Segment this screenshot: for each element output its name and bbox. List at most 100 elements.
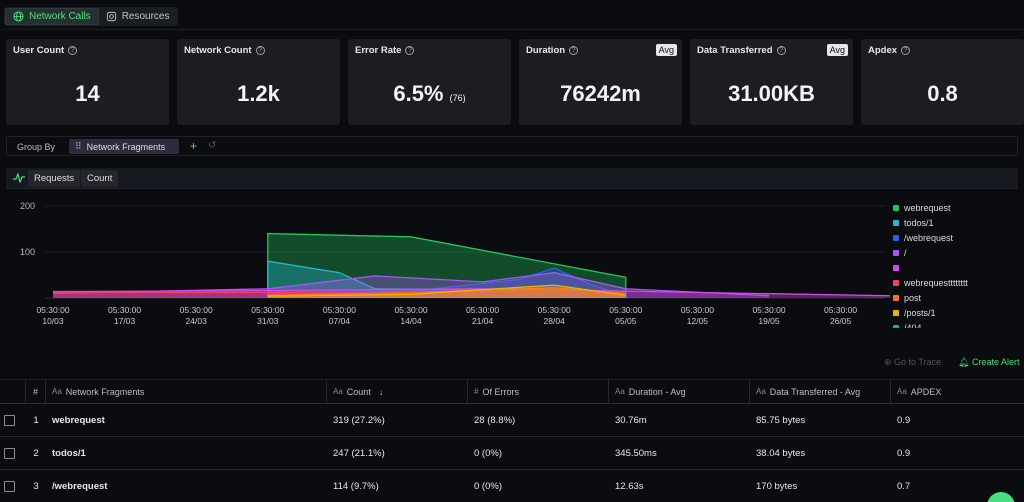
row-checkbox[interactable] [4, 414, 15, 426]
tab-requests[interactable]: Requests [28, 170, 81, 187]
table-actions: ⊕ Go to Trace 🔔︎ Create Alert [0, 354, 1024, 372]
metric-card-data-transferred: Data Transferred? Avg 31.00KB [690, 39, 853, 125]
card-title-text: Duration [526, 45, 566, 56]
table-row[interactable]: 3 /webrequest 114 (9.7%) 0 (0%) 12.63s 1… [0, 470, 1024, 502]
x-tick-date: 07/04 [329, 316, 351, 326]
card-title: Duration? [526, 45, 579, 56]
legend-item[interactable]: / [893, 245, 1018, 260]
hash-type-icon: # [474, 387, 479, 396]
legend-item[interactable]: /404 [893, 320, 1018, 328]
add-group-icon[interactable]: + [190, 139, 198, 153]
column-label: Duration - Avg [628, 386, 686, 397]
table-header: # Aa Network Fragments Aa Count ↓ # Of Error… [0, 379, 1024, 404]
reset-icon[interactable]: ↺ [208, 140, 217, 151]
legend-swatch [893, 279, 899, 286]
legend-swatch [893, 324, 899, 328]
card-value: 31.00KB [728, 81, 815, 106]
legend-item[interactable] [893, 260, 1018, 275]
group-by-bar: Group By ⠿ Network Fragments + ↺ [6, 136, 1018, 156]
card-title: Error Rate? [355, 45, 415, 56]
line-chart-icon [13, 173, 25, 183]
chart-grid [45, 205, 885, 299]
column-header-duration[interactable]: Aa Duration - Avg [609, 380, 750, 403]
metric-card-apdex: Apdex? 0.8 [861, 39, 1024, 125]
floating-action-button[interactable] [987, 492, 1015, 502]
legend-item[interactable]: post [893, 290, 1018, 305]
go-to-trace-label: Go to Trace [894, 357, 942, 367]
legend-label: webrequestttttttt [904, 277, 969, 288]
legend-swatch [893, 309, 899, 316]
group-by-chip-label: Network Fragments [86, 141, 166, 152]
card-title-text: Apdex [868, 45, 898, 56]
card-title: Data Transferred? [697, 45, 786, 56]
column-header-fragments[interactable]: Aa Network Fragments [46, 380, 327, 403]
column-label: Data Transferred - Avg [769, 386, 861, 397]
legend-item[interactable]: /webrequest [893, 230, 1018, 245]
card-value: 0.8 [927, 81, 958, 106]
metric-card-error-rate: Error Rate? 6.5% (76) [348, 39, 511, 125]
tab-label: Network Calls [29, 11, 91, 22]
avg-badge[interactable]: Avg [826, 44, 848, 56]
x-tick-date: 28/04 [544, 316, 566, 326]
help-icon[interactable]: ? [901, 46, 911, 55]
x-tick-time: 05:30:00 [180, 305, 213, 315]
group-by-chip[interactable]: ⠿ Network Fragments [69, 139, 180, 154]
metric-card-network-count: Network Count? 1.2k [177, 39, 340, 125]
create-alert-label: Create Alert [971, 357, 1020, 367]
tab-resources[interactable]: Resources [99, 8, 177, 25]
row-index: 3 [33, 480, 39, 492]
column-header-data-transferred[interactable]: Aa Data Transferred - Avg [750, 380, 891, 403]
row-select-cell [0, 437, 26, 469]
card-title: User Count? [13, 45, 78, 56]
help-icon[interactable]: ? [569, 46, 579, 55]
view-switcher: Network Calls Resources [4, 7, 178, 26]
legend-item[interactable]: webrequestttttttt [893, 275, 1018, 290]
x-tick-time: 05:30:00 [466, 305, 499, 315]
avg-badge[interactable]: Avg [655, 44, 677, 56]
row-checkbox[interactable] [4, 447, 15, 459]
help-icon[interactable]: ? [255, 46, 265, 55]
column-header-count[interactable]: Aa Count ↓ [327, 380, 468, 403]
tab-network-calls[interactable]: Network Calls [5, 8, 99, 25]
card-value-sub: (76) [449, 93, 466, 103]
series-line [267, 260, 627, 298]
fragment-cell: /webrequest [52, 480, 108, 492]
top-bar: Network Calls Resources [0, 0, 1024, 30]
tab-count[interactable]: Count [81, 170, 119, 187]
metric-card-duration: Duration? Avg 76242m [519, 39, 682, 125]
text-type-icon: Aa [333, 387, 343, 396]
column-header-apdex[interactable]: Aa APDEX [891, 380, 1024, 403]
legend-item[interactable]: webrequest [893, 200, 1018, 215]
x-tick-time: 05:30:00 [394, 305, 427, 315]
go-to-trace-button[interactable]: ⊕ Go to Trace [884, 357, 942, 367]
x-tick-time: 05:30:00 [752, 305, 785, 315]
drag-handle-icon[interactable]: ⠿ [75, 141, 82, 151]
x-tick-time: 05:30:00 [36, 305, 69, 315]
legend-item[interactable]: /posts/1 [893, 305, 1018, 320]
y-tick-label: 200 [20, 201, 35, 211]
create-alert-button[interactable]: 🔔︎ Create Alert [958, 357, 1020, 367]
x-tick-time: 05:30:00 [824, 305, 857, 315]
help-icon[interactable]: ? [776, 46, 786, 55]
errors-cell: 0 (0%) [474, 447, 502, 459]
help-icon[interactable]: ? [405, 46, 415, 55]
select-all-column [0, 380, 26, 403]
row-select-cell [0, 404, 26, 436]
card-value: 14 [75, 81, 100, 106]
errors-cell: 0 (0%) [474, 480, 502, 492]
duration-cell: 345.50ms [615, 447, 657, 459]
x-tick-time: 05:30:00 [609, 305, 642, 315]
x-tick-date: 12/05 [687, 316, 709, 326]
column-header-errors[interactable]: # Of Errors [468, 380, 609, 403]
legend-item[interactable]: todos/1 [893, 215, 1018, 230]
table-row[interactable]: 2 todos/1 247 (21.1%) 0 (0%) 345.50ms 38… [0, 437, 1024, 470]
x-tick-date: 24/03 [186, 316, 208, 326]
sort-desc-icon[interactable]: ↓ [378, 386, 384, 397]
card-title-text: User Count [13, 45, 65, 56]
apdex-cell: 0.9 [897, 447, 911, 459]
table-row[interactable]: 1 webrequest 319 (27.2%) 28 (8.8%) 30.76… [0, 404, 1024, 437]
row-checkbox[interactable] [4, 480, 15, 492]
help-icon[interactable]: ? [68, 46, 78, 55]
text-type-icon: Aa [756, 387, 766, 396]
